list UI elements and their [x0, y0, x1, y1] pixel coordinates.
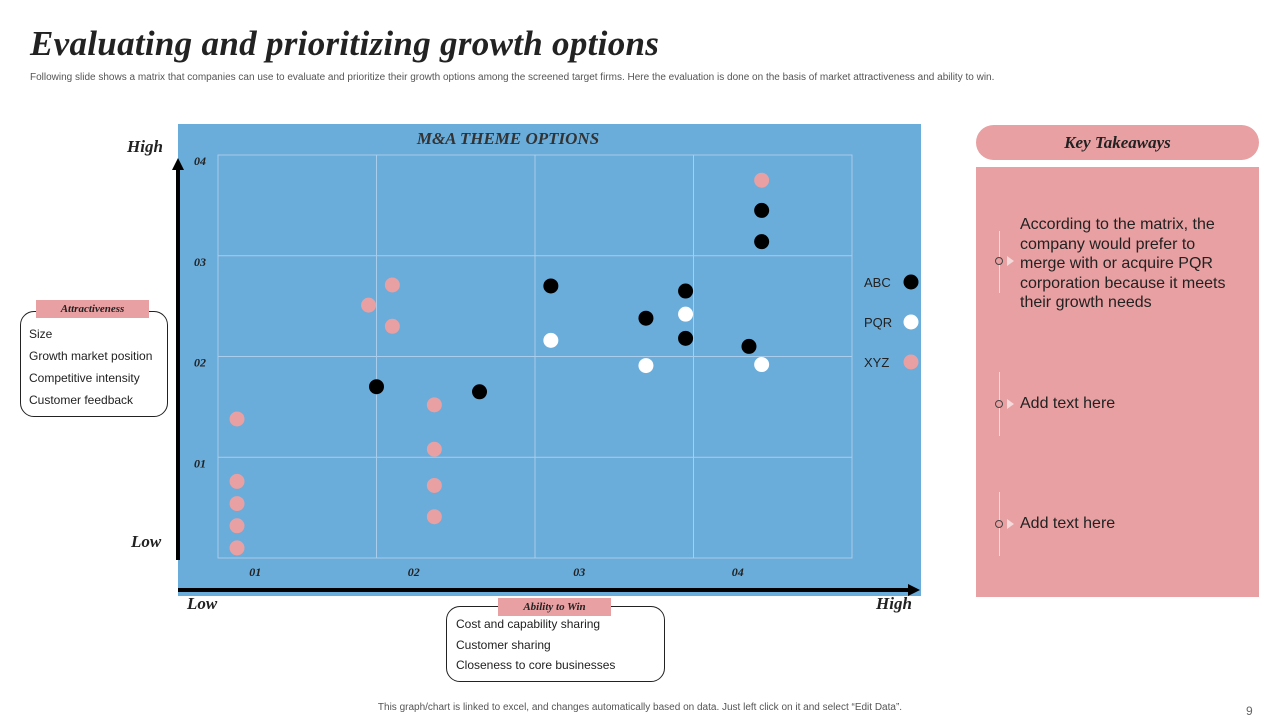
page-subtitle: Following slide shows a matrix that comp… — [30, 72, 995, 83]
data-point-xyz — [426, 397, 442, 413]
ability-to-win-criteria-box: Cost and capability sharing Customer sha… — [446, 606, 665, 682]
legend-label: XYZ — [864, 355, 889, 370]
data-point-xyz — [361, 297, 377, 313]
data-point-xyz — [384, 277, 400, 293]
attractiveness-criterion: Growth market position — [29, 349, 153, 363]
takeaway-arrow-icon — [1007, 256, 1014, 266]
data-point-xyz — [384, 318, 400, 334]
data-point-pqr — [754, 357, 770, 373]
horizontal-axis-high-label: High — [876, 594, 912, 613]
legend-marker-pqr — [903, 314, 919, 330]
takeaway-arrow-icon — [1007, 399, 1014, 409]
takeaway-arrow-icon — [1007, 519, 1014, 529]
takeaway-text: Add text here — [1020, 395, 1116, 412]
data-point-xyz — [754, 172, 770, 188]
vertical-axis-low-label: Low — [131, 532, 162, 551]
y-tick-label: 03 — [194, 255, 206, 269]
vertical-axis-high-label: High — [127, 137, 163, 156]
attractiveness-criterion: Customer feedback — [29, 393, 134, 407]
data-point-abc — [472, 384, 488, 400]
attractiveness-tag: Attractiveness — [36, 300, 149, 318]
data-point-xyz — [229, 473, 245, 489]
data-point-abc — [638, 310, 654, 326]
data-point-pqr — [638, 358, 654, 374]
attractiveness-criterion: Size — [29, 327, 53, 341]
y-tick-label: 02 — [194, 356, 206, 370]
chart-tick-labels: 01 02 03 04 01 02 03 04 — [194, 154, 744, 579]
data-point-xyz — [426, 509, 442, 525]
y-tick-label: 01 — [194, 456, 206, 470]
data-point-pqr — [543, 332, 559, 348]
data-point-xyz — [229, 496, 245, 512]
chart-gridlines — [217, 154, 853, 559]
data-point-xyz — [426, 477, 442, 493]
chart-legend: ABC PQR XYZ — [864, 274, 919, 370]
legend-marker-abc — [903, 274, 919, 290]
chart-title: M&A THEME OPTIONS — [416, 129, 599, 148]
plot-background — [178, 124, 921, 596]
attractiveness-criteria-box: Size Growth market position Competitive … — [20, 311, 168, 417]
data-point-xyz — [229, 518, 245, 534]
takeaway-bullet-icon — [995, 520, 1003, 528]
data-point-xyz — [229, 540, 245, 556]
legend-marker-xyz — [903, 354, 919, 370]
attractiveness-criterion: Competitive intensity — [29, 371, 140, 385]
key-takeaways-header: Key Takeaways — [976, 125, 1259, 160]
data-point-xyz — [426, 441, 442, 457]
x-tick-label: 04 — [732, 565, 744, 579]
ability-to-win-tag: Ability to Win — [498, 598, 611, 616]
page-number: 9 — [1246, 704, 1253, 718]
page-title: Evaluating and prioritizing growth optio… — [30, 24, 660, 63]
data-point-pqr — [678, 306, 694, 322]
x-tick-label: 02 — [408, 565, 420, 579]
data-point-abc — [678, 330, 694, 346]
legend-label: ABC — [864, 275, 891, 290]
vertical-axis-arrowhead — [172, 158, 184, 170]
ability-criterion: Closeness to core businesses — [456, 658, 616, 672]
x-tick-label: 01 — [249, 565, 261, 579]
legend-label: PQR — [864, 315, 892, 330]
data-point-abc — [754, 202, 770, 218]
takeaway-text: According to the matrix, the company wou… — [1020, 216, 1226, 311]
key-takeaways-panel: According to the matrix, the company wou… — [976, 167, 1259, 597]
data-point-abc — [754, 234, 770, 250]
data-point-abc — [741, 338, 757, 354]
takeaway-bullet-icon — [995, 400, 1003, 408]
footer-note: This graph/chart is linked to excel, and… — [377, 702, 903, 713]
horizontal-axis-arrowhead — [908, 584, 920, 596]
x-tick-label: 03 — [573, 565, 585, 579]
data-point-xyz — [229, 411, 245, 427]
takeaway-bullet-icon — [995, 257, 1003, 265]
data-point-abc — [678, 283, 694, 299]
y-tick-label: 04 — [194, 154, 206, 168]
chart-points — [229, 172, 770, 556]
data-point-abc — [369, 379, 384, 395]
takeaway-text: Add text here — [1020, 515, 1116, 532]
ability-criterion: Cost and capability sharing — [456, 617, 601, 631]
ability-criterion: Customer sharing — [456, 637, 551, 652]
data-point-abc — [543, 278, 559, 294]
horizontal-axis-low-label: Low — [187, 594, 218, 613]
